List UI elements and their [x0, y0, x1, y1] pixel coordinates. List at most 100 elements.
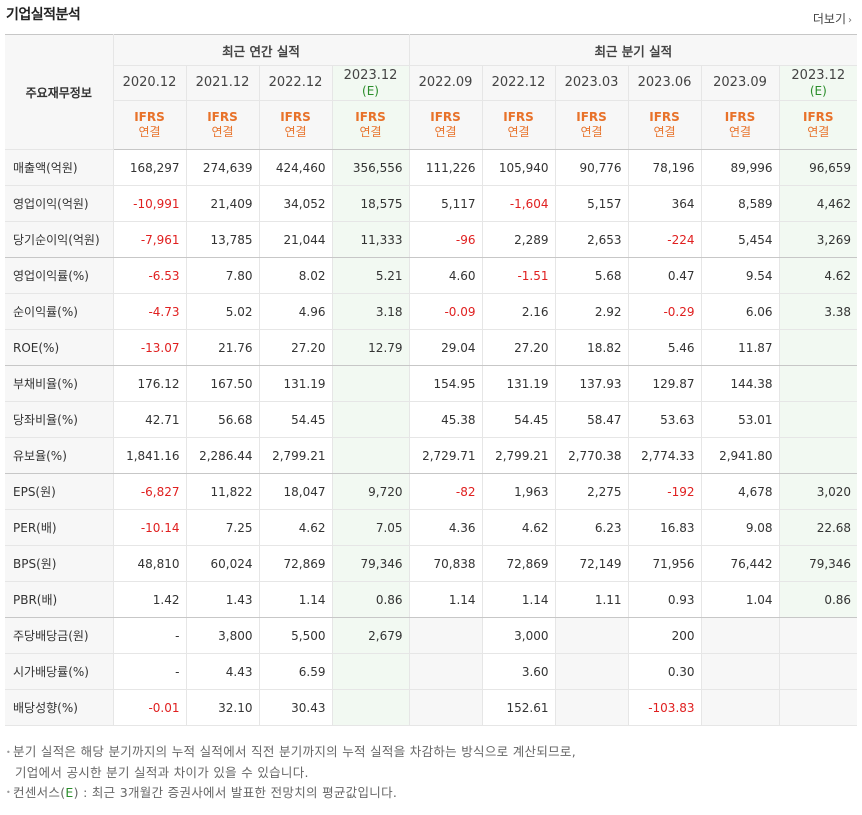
row-label: 유보율(%)	[5, 437, 113, 474]
table-cell: -1,604	[481, 185, 556, 222]
period-header: 2023.03	[554, 65, 629, 101]
table-cell: 3,800	[185, 617, 259, 654]
table-cell: 6.06	[700, 293, 780, 330]
table-cell: 1.04	[700, 581, 780, 618]
table-cell: -82	[408, 473, 483, 510]
table-cell	[778, 401, 858, 438]
corner-header: 주요재무정보	[5, 34, 113, 150]
table-cell: 9,720	[331, 473, 410, 510]
table-cell: 72,869	[258, 545, 332, 582]
table-cell: 2,289	[481, 221, 556, 258]
table-cell: 7.05	[331, 509, 410, 546]
period-header: 2022.09	[408, 65, 483, 101]
table-cell: 4.43	[185, 653, 259, 690]
table-cell: 90,776	[554, 149, 629, 186]
table-cell: -0.01	[112, 689, 186, 726]
table-cell: 2,275	[554, 473, 629, 510]
table-cell: 89,996	[700, 149, 780, 186]
section-title: 기업실적분석	[6, 7, 81, 23]
table-cell	[778, 617, 858, 654]
table-cell: 60,024	[185, 545, 259, 582]
table-cell: 3,000	[481, 617, 556, 654]
table-cell: 18,575	[331, 185, 410, 222]
period-header: 2023.12 (E)	[331, 65, 410, 101]
table-cell: 5.68	[554, 257, 629, 294]
period-header: 2022.12	[481, 65, 556, 101]
table-cell: 2,679	[331, 617, 410, 654]
quarter-group-header: 최근 분기 실적	[408, 34, 858, 66]
table-cell	[778, 653, 858, 690]
table-cell: 129.87	[627, 365, 702, 402]
table-row: 영업이익(억원) -10,991 21,409 34,052 18,575 5,117 -1…	[5, 185, 858, 222]
ifrs-header: IFRS 연결	[627, 100, 702, 150]
table-cell: 2,286.44	[185, 437, 259, 474]
footnotes: • 분기 실적은 해당 분기까지의 누적 실적에서 직전 분기까지의 누적 실적을…	[6, 742, 576, 803]
table-row: 순이익률(%) -4.73 5.02 4.96 3.18 -0.09 2.16 2.92 -0.…	[5, 293, 858, 330]
period-header: 2022.12	[258, 65, 332, 101]
table-cell: 168,297	[112, 149, 186, 186]
table-cell: 0.93	[627, 581, 702, 618]
table-cell: 79,346	[778, 545, 858, 582]
table-cell: 76,442	[700, 545, 780, 582]
table-cell: 2,774.33	[627, 437, 702, 474]
table-cell: 53.01	[700, 401, 780, 438]
table-cell: 21.76	[185, 329, 259, 366]
table-cell: 3.18	[331, 293, 410, 330]
table-cell: 2,729.71	[408, 437, 483, 474]
table-row: 시가배당률(%) -4.43 6.59 3.60 0.30	[5, 653, 858, 690]
period-header: 2023.06	[627, 65, 702, 101]
table-cell	[331, 401, 410, 438]
table-row: PER(배) -10.14 7.25 4.62 7.05 4.36 4.62 6.23 16.8…	[5, 509, 858, 546]
table-cell	[778, 329, 858, 366]
table-cell: 137.93	[554, 365, 629, 402]
row-label: ROE(%)	[5, 329, 113, 366]
table-cell: 9.54	[700, 257, 780, 294]
table-cell: 16.83	[627, 509, 702, 546]
ifrs-header: IFRS 연결	[112, 100, 186, 150]
estimate-mark: (E)	[362, 84, 379, 98]
row-label: 당기순이익(억원)	[5, 221, 113, 258]
row-label: 주당배당금(원)	[5, 617, 113, 654]
table-cell: 6.59	[258, 653, 332, 690]
table-cell	[700, 617, 780, 654]
table-cell: 274,639	[185, 149, 259, 186]
table-cell: 200	[627, 617, 702, 654]
table-cell: 11,333	[331, 221, 410, 258]
table-cell: 11,822	[185, 473, 259, 510]
table-cell: 0.86	[778, 581, 858, 618]
table-cell: 72,149	[554, 545, 629, 582]
table-cell: 1.14	[258, 581, 332, 618]
table-cell: 45.38	[408, 401, 483, 438]
table-cell: 167.50	[185, 365, 259, 402]
table-cell: -192	[627, 473, 702, 510]
table-cell: 154.95	[408, 365, 483, 402]
table-row: 주당배당금(원) -3,800 5,500 2,679 3,000 200	[5, 617, 858, 654]
more-link[interactable]: 더보기 ›	[813, 10, 852, 27]
ifrs-header: IFRS 연결	[185, 100, 259, 150]
table-cell: -103.83	[627, 689, 702, 726]
table-cell: 1.42	[112, 581, 186, 618]
table-cell: 2,770.38	[554, 437, 629, 474]
table-cell: 54.45	[481, 401, 556, 438]
table-cell: 22.68	[778, 509, 858, 546]
table-cell: 144.38	[700, 365, 780, 402]
table-cell: 30.43	[258, 689, 332, 726]
ifrs-header: IFRS 연결	[408, 100, 483, 150]
table-cell: 2,941.80	[700, 437, 780, 474]
table-cell: 29.04	[408, 329, 483, 366]
table-cell: 7.25	[185, 509, 259, 546]
table-cell: 53.63	[627, 401, 702, 438]
table-cell: 78,196	[627, 149, 702, 186]
table-cell: 11.87	[700, 329, 780, 366]
footnote-1: • 분기 실적은 해당 분기까지의 누적 실적에서 직전 분기까지의 누적 실적을…	[6, 744, 576, 759]
table-row: BPS(원) 48,810 60,024 72,869 79,346 70,838 72,8…	[5, 545, 858, 582]
table-cell	[700, 689, 780, 726]
ifrs-header: IFRS 연결	[331, 100, 410, 150]
table-cell: 27.20	[481, 329, 556, 366]
table-row: ROE(%) -13.07 21.76 27.20 12.79 29.04 27.20 18.…	[5, 329, 858, 366]
row-label: 부채비율(%)	[5, 365, 113, 402]
table-cell: 364	[627, 185, 702, 222]
table-cell: -0.29	[627, 293, 702, 330]
table-cell: 58.47	[554, 401, 629, 438]
table-cell: 105,940	[481, 149, 556, 186]
